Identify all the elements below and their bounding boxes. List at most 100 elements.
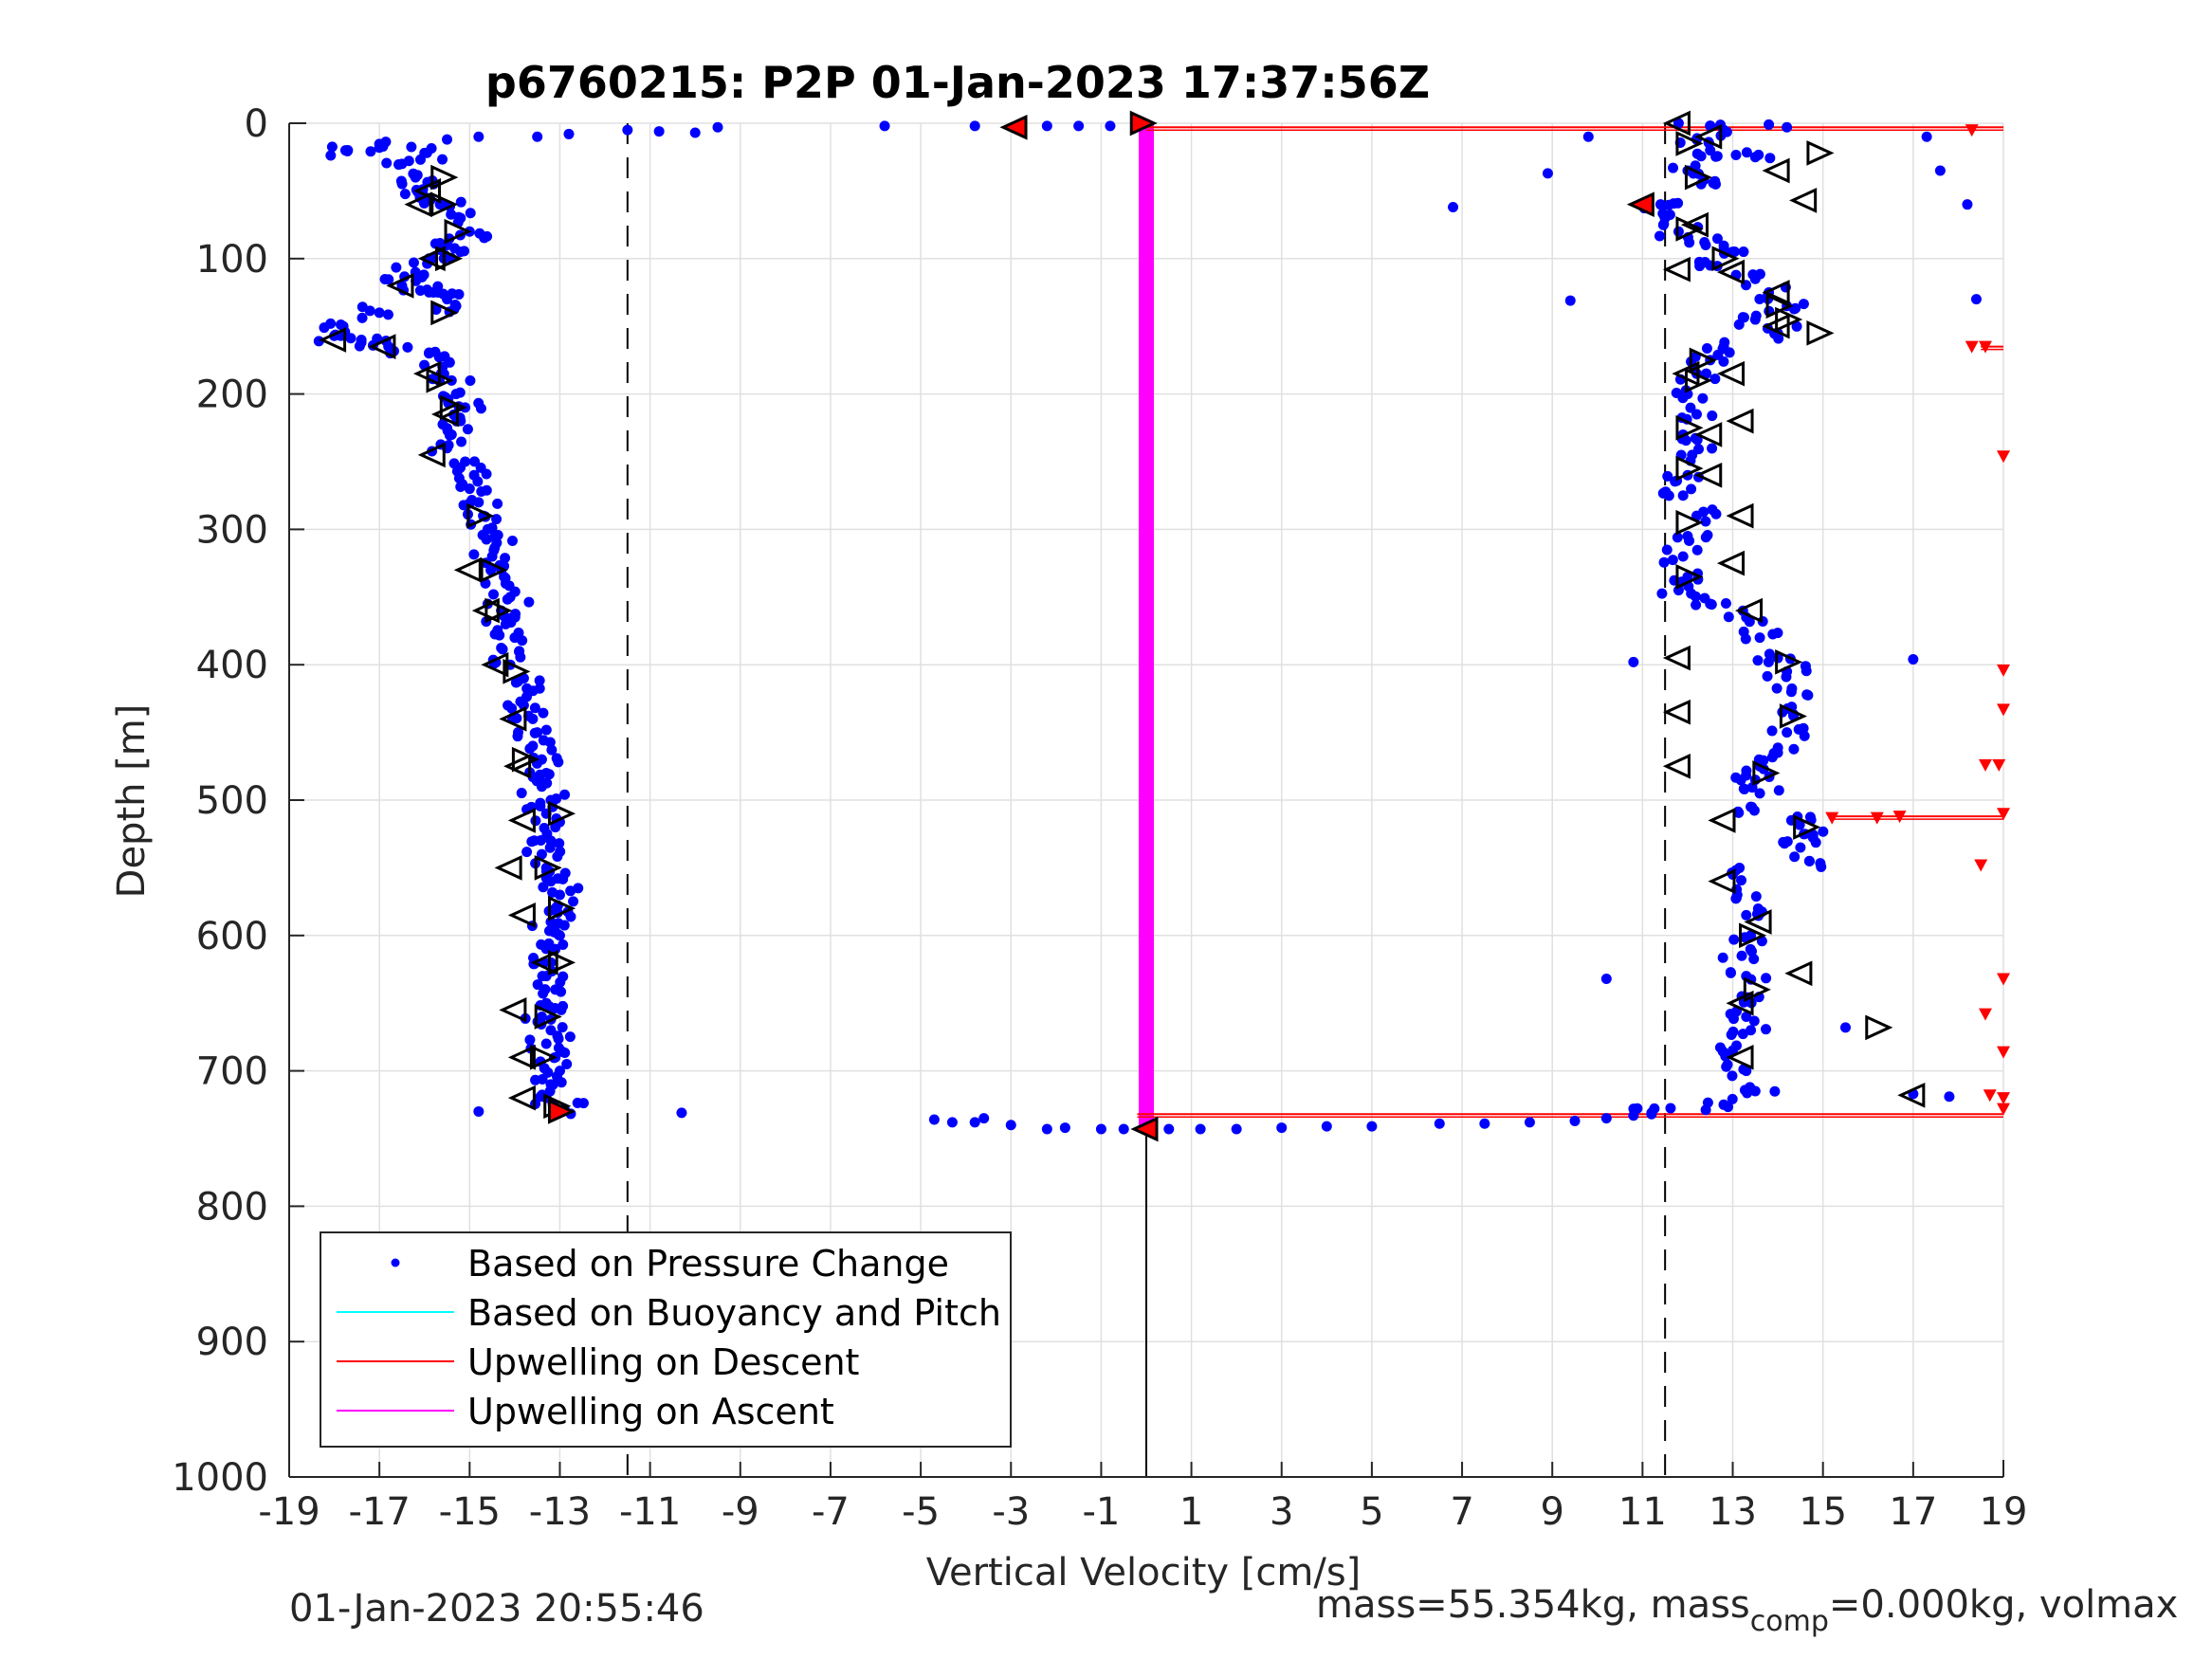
pressure-point bbox=[1727, 1093, 1738, 1104]
pressure-point bbox=[1764, 648, 1775, 660]
highlight-marker bbox=[1130, 1116, 1159, 1142]
pressure-point bbox=[572, 1097, 583, 1108]
pressure-point bbox=[1752, 655, 1764, 666]
pressure-point bbox=[558, 939, 569, 950]
x-axis-label: Vertical Velocity [cm/s] bbox=[926, 1551, 1362, 1595]
pressure-point bbox=[1728, 934, 1740, 945]
pressure-point bbox=[1754, 788, 1765, 799]
pressure-point bbox=[497, 644, 508, 655]
pressure-point bbox=[1766, 752, 1778, 763]
pressure-point bbox=[1733, 807, 1745, 818]
pressure-point bbox=[488, 545, 500, 556]
pressure-point bbox=[512, 676, 523, 687]
pressure-point bbox=[565, 885, 576, 897]
pressure-point bbox=[428, 287, 439, 299]
pressure-point bbox=[551, 793, 562, 805]
pressure-point bbox=[1786, 683, 1798, 694]
turn-marker-right bbox=[466, 502, 495, 529]
pressure-point bbox=[526, 836, 538, 848]
pressure-point bbox=[437, 154, 448, 165]
pressure-point bbox=[457, 479, 468, 490]
pressure-point bbox=[1934, 165, 1946, 176]
pressure-point bbox=[516, 788, 527, 799]
pressure-point bbox=[1769, 1085, 1781, 1097]
pressure-point bbox=[1701, 368, 1712, 379]
pressure-point bbox=[1718, 240, 1729, 251]
x-tick-label: 1 bbox=[1179, 1490, 1203, 1534]
pressure-point bbox=[1794, 819, 1805, 830]
pressure-point bbox=[402, 341, 413, 353]
pressure-point bbox=[689, 127, 701, 138]
pressure-point bbox=[557, 1022, 568, 1033]
pressure-point bbox=[1231, 1123, 1242, 1135]
pressure-point bbox=[1908, 653, 1919, 665]
turn-marker-left bbox=[499, 705, 527, 732]
pressure-point bbox=[502, 593, 513, 605]
turn-marker-left bbox=[412, 360, 441, 387]
pressure-point bbox=[1737, 312, 1748, 323]
x-tick-label: 13 bbox=[1709, 1490, 1757, 1534]
y-tick-label: 900 bbox=[196, 1321, 268, 1364]
pressure-point bbox=[1707, 410, 1718, 422]
turn-marker-left bbox=[417, 246, 446, 272]
descent-upwelling-marker bbox=[1974, 859, 1988, 872]
turn-marker-left bbox=[1762, 280, 1790, 305]
turn-marker-left bbox=[507, 808, 536, 833]
y-tick-label: 600 bbox=[196, 915, 268, 958]
x-tick-label: -9 bbox=[722, 1490, 759, 1534]
pressure-point bbox=[1726, 1029, 1737, 1040]
pressure-point bbox=[1738, 246, 1749, 258]
pressure-point bbox=[356, 301, 368, 313]
turn-marker-right bbox=[435, 246, 464, 272]
pressure-point bbox=[530, 815, 541, 827]
turn-marker-left bbox=[1726, 990, 1754, 1016]
turn-marker-right bbox=[1806, 320, 1835, 346]
pressure-point bbox=[541, 777, 553, 789]
pressure-point bbox=[1798, 722, 1809, 734]
pressure-point bbox=[1725, 1009, 1736, 1020]
data-layer bbox=[313, 110, 2010, 1142]
pressure-point bbox=[524, 743, 536, 755]
pressure-point bbox=[1764, 118, 1775, 130]
pressure-point bbox=[399, 189, 411, 200]
pressure-point bbox=[1709, 374, 1721, 385]
pressure-point bbox=[1746, 782, 1758, 793]
pressure-point bbox=[1723, 1102, 1734, 1113]
x-tick-label: 15 bbox=[1799, 1490, 1847, 1534]
pressure-point bbox=[1691, 599, 1702, 611]
turn-marker-left bbox=[1672, 360, 1700, 387]
pressure-point bbox=[1667, 555, 1678, 566]
pressure-point bbox=[1073, 120, 1085, 132]
turn-marker-left bbox=[1716, 259, 1746, 285]
pressure-point bbox=[382, 309, 393, 320]
y-tick-label: 200 bbox=[196, 374, 268, 417]
turn-marker-left bbox=[503, 753, 532, 779]
pressure-point bbox=[1739, 783, 1750, 794]
pressure-point bbox=[1748, 954, 1760, 965]
legend-box bbox=[320, 1231, 1012, 1448]
pressure-point bbox=[521, 847, 533, 858]
highlight-marker bbox=[999, 114, 1028, 140]
pressure-point bbox=[1745, 943, 1756, 955]
pressure-point bbox=[1789, 851, 1801, 863]
chart-title: p6760215: P2P 01-Jan-2023 17:37:56Z bbox=[485, 57, 1430, 108]
turn-marker-left bbox=[1789, 188, 1818, 213]
pressure-point bbox=[1754, 293, 1765, 304]
turn-marker-right bbox=[1675, 131, 1704, 156]
turn-marker-right bbox=[511, 746, 540, 773]
turn-marker-left bbox=[494, 855, 522, 881]
descent-upwelling-marker bbox=[1997, 450, 2010, 464]
pressure-point bbox=[486, 522, 498, 534]
pressure-point bbox=[414, 154, 426, 165]
pressure-point bbox=[1366, 1121, 1378, 1132]
pressure-point bbox=[1717, 952, 1728, 963]
pressure-point bbox=[1723, 611, 1734, 623]
pressure-point bbox=[488, 589, 500, 600]
turn-marker-right bbox=[529, 1044, 558, 1070]
turn-marker-right bbox=[430, 164, 459, 191]
highlight-marker bbox=[1129, 110, 1158, 137]
pressure-point bbox=[546, 744, 558, 756]
pressure-point bbox=[395, 175, 407, 187]
pressure-point bbox=[969, 1117, 980, 1128]
pressure-point bbox=[1118, 1123, 1129, 1135]
